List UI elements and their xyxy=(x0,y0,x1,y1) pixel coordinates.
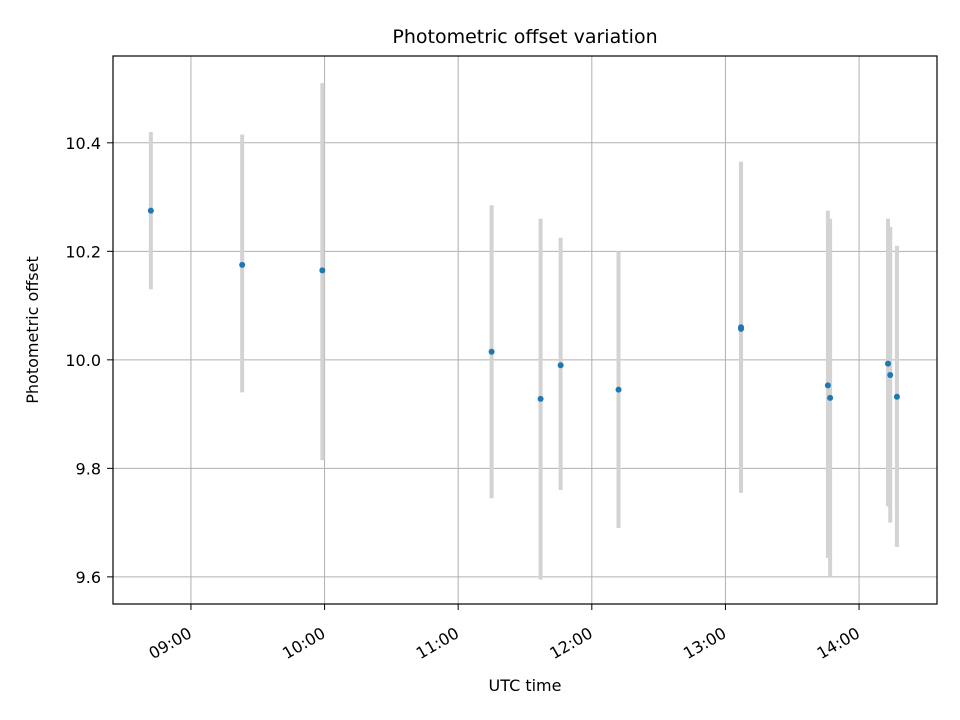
data-point xyxy=(893,393,900,400)
y-tick-label: 9.6 xyxy=(76,568,101,587)
x-tick-label: 11:00 xyxy=(413,623,462,663)
data-point xyxy=(319,267,326,274)
y-tick-label: 10.4 xyxy=(65,134,101,153)
plot-frame xyxy=(112,55,938,605)
data-point xyxy=(885,360,892,367)
y-axis-label: Photometric offset xyxy=(23,256,42,404)
data-point xyxy=(615,386,622,393)
data-point xyxy=(887,372,894,379)
data-point xyxy=(147,207,154,214)
chart-title: Photometric offset variation xyxy=(392,26,657,48)
x-axis-ticks: 09:00 10:00 11:00 12:00 13:00 14:00 xyxy=(146,604,863,663)
data-point xyxy=(557,362,564,369)
x-axis-label: UTC time xyxy=(489,676,562,695)
data-point xyxy=(824,382,831,389)
error-bars xyxy=(148,83,899,580)
y-tick-label: 9.8 xyxy=(76,459,101,478)
y-tick-label: 10.2 xyxy=(65,242,101,261)
data-point xyxy=(738,325,745,332)
data-point xyxy=(537,395,544,402)
y-tick-label: 10.0 xyxy=(65,351,101,370)
x-tick-label: 14:00 xyxy=(814,623,863,663)
x-tick-label: 09:00 xyxy=(146,623,195,663)
x-tick-label: 13:00 xyxy=(680,623,729,663)
x-tick-label: 10:00 xyxy=(279,623,328,663)
grid xyxy=(113,56,937,604)
data-point xyxy=(488,348,495,355)
data-point xyxy=(239,261,246,268)
data-point xyxy=(827,394,834,401)
x-tick-label: 12:00 xyxy=(546,623,595,663)
data-points xyxy=(147,207,900,402)
y-axis-ticks: 9.6 9.8 10.0 10.2 10.4 xyxy=(65,134,113,587)
